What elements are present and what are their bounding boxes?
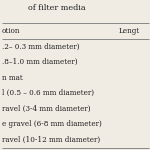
- Text: ravel (10-12 mm diameter): ravel (10-12 mm diameter): [2, 136, 100, 144]
- Text: ravel (3-4 mm diameter): ravel (3-4 mm diameter): [2, 105, 90, 113]
- Text: l (0.5 – 0.6 mm diameter): l (0.5 – 0.6 mm diameter): [2, 89, 94, 97]
- Text: Lengt: Lengt: [118, 27, 140, 35]
- Text: .2– 0.3 mm diameter): .2– 0.3 mm diameter): [2, 43, 79, 51]
- Text: n mat: n mat: [2, 74, 22, 82]
- Text: .8–1.0 mm diameter): .8–1.0 mm diameter): [2, 58, 77, 66]
- Text: of filter media: of filter media: [28, 4, 86, 12]
- Text: otion: otion: [2, 27, 20, 35]
- Text: e gravel (6-8 mm diameter): e gravel (6-8 mm diameter): [2, 120, 101, 128]
